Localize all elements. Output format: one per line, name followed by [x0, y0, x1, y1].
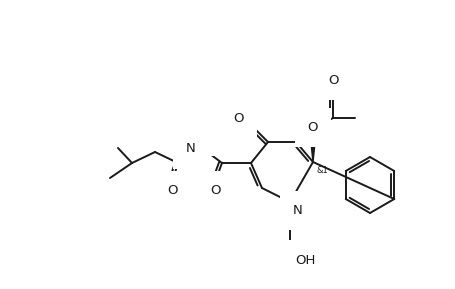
Text: O: O — [167, 184, 178, 197]
Text: O: O — [307, 121, 318, 134]
Text: H: H — [197, 131, 206, 144]
Text: OH: OH — [294, 253, 315, 266]
Text: O: O — [210, 184, 221, 197]
Polygon shape — [310, 138, 315, 162]
Text: N: N — [186, 142, 196, 155]
Text: O: O — [233, 112, 243, 125]
Text: &1: &1 — [316, 166, 328, 175]
Text: N: N — [293, 204, 302, 217]
Text: O: O — [328, 74, 339, 87]
